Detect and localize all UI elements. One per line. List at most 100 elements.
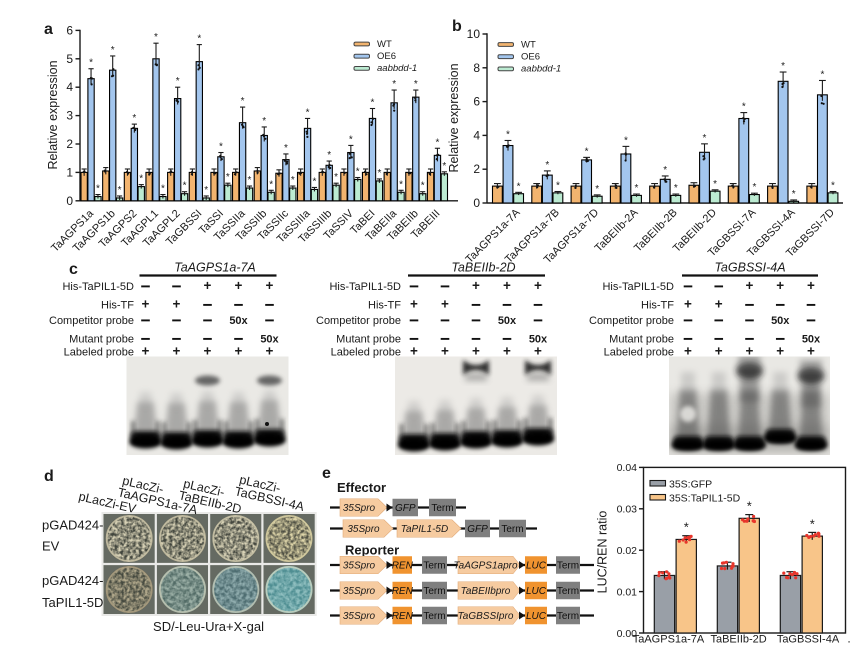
svg-text:*: * xyxy=(703,133,707,144)
svg-text:*: * xyxy=(89,58,93,69)
svg-text:+: + xyxy=(534,278,542,293)
svg-text:0: 0 xyxy=(66,194,73,208)
svg-text:TaPIL1-5D: TaPIL1-5D xyxy=(401,524,448,535)
svg-text:pGAD424-: pGAD424- xyxy=(42,518,103,533)
svg-text:+: + xyxy=(776,344,784,359)
svg-text:*: * xyxy=(392,79,396,90)
svg-text:*: * xyxy=(684,520,689,535)
svg-text:+: + xyxy=(776,278,784,293)
svg-text:*: * xyxy=(442,161,446,172)
svg-text:*: * xyxy=(752,182,756,193)
svg-text:*: * xyxy=(399,179,403,190)
svg-text:*: * xyxy=(810,516,815,531)
svg-text:35Spro: 35Spro xyxy=(343,503,376,514)
svg-text:*: * xyxy=(176,76,180,87)
svg-text:*: * xyxy=(291,175,295,186)
svg-text:50x: 50x xyxy=(498,315,517,327)
svg-text:Labeled probe: Labeled probe xyxy=(331,347,401,359)
svg-text:Term: Term xyxy=(431,503,453,514)
svg-text:35Spro: 35Spro xyxy=(343,561,376,572)
svg-text:+: + xyxy=(142,344,150,359)
svg-text:+: + xyxy=(204,278,212,293)
svg-text:50x: 50x xyxy=(260,334,279,346)
svg-text:1: 1 xyxy=(66,165,73,179)
svg-text:*: * xyxy=(595,184,599,195)
svg-text:Term: Term xyxy=(423,611,445,622)
svg-text:Term: Term xyxy=(557,611,579,622)
svg-text:+: + xyxy=(204,344,212,359)
svg-text:*: * xyxy=(183,181,187,192)
svg-text:Relative expression: Relative expression xyxy=(46,60,60,169)
svg-text:*: * xyxy=(545,160,549,171)
svg-text:2: 2 xyxy=(473,162,480,176)
svg-text:TaBEIIb-2D: TaBEIIb-2D xyxy=(451,261,515,275)
svg-text:*: * xyxy=(312,176,316,187)
svg-text:+: + xyxy=(684,344,692,359)
svg-text:His-TF: His-TF xyxy=(641,300,674,312)
svg-text:+: + xyxy=(235,278,243,293)
svg-text:Competitor probe: Competitor probe xyxy=(49,315,134,327)
svg-text:*: * xyxy=(421,181,425,192)
svg-text:*: * xyxy=(139,174,143,185)
svg-text:*: * xyxy=(306,107,310,118)
svg-text:*: * xyxy=(154,32,158,43)
svg-text:LUC: LUC xyxy=(526,561,547,572)
svg-text:EV: EV xyxy=(42,539,60,554)
svg-text:10: 10 xyxy=(467,27,481,41)
svg-text:*: * xyxy=(356,167,360,178)
svg-text:Term: Term xyxy=(557,586,579,597)
svg-text:Effector: Effector xyxy=(337,480,386,495)
svg-text:*: * xyxy=(226,172,230,183)
svg-text:+: + xyxy=(534,344,542,359)
svg-text:His-TaPIL1-5D: His-TaPIL1-5D xyxy=(329,281,401,293)
svg-text:5: 5 xyxy=(66,52,73,66)
svg-text:c: c xyxy=(69,261,78,278)
svg-text:Competitor probe: Competitor probe xyxy=(316,315,401,327)
svg-text:4: 4 xyxy=(473,128,480,142)
svg-text:Mutant probe: Mutant probe xyxy=(336,334,401,346)
svg-text:Term: Term xyxy=(557,561,579,572)
svg-text:Mutant probe: Mutant probe xyxy=(69,334,134,346)
svg-text:50x: 50x xyxy=(802,334,821,346)
svg-text:50x: 50x xyxy=(229,315,248,327)
svg-text:*: * xyxy=(204,185,208,196)
svg-text:0.03: 0.03 xyxy=(617,504,638,516)
svg-text:*: * xyxy=(118,185,122,196)
svg-text:LUC: LUC xyxy=(526,586,547,597)
svg-text:+: + xyxy=(807,278,815,293)
svg-text:+: + xyxy=(715,297,723,312)
svg-text:+: + xyxy=(410,344,418,359)
svg-text:*: * xyxy=(414,79,418,90)
svg-text:Term: Term xyxy=(501,524,523,535)
svg-text:REN: REN xyxy=(392,586,414,597)
svg-text:0: 0 xyxy=(473,196,480,210)
svg-text:6: 6 xyxy=(66,23,73,37)
svg-text:+: + xyxy=(746,344,754,359)
svg-text:TaPIL1-5D: TaPIL1-5D xyxy=(42,595,103,610)
svg-text:*: * xyxy=(284,143,288,154)
svg-text:*: * xyxy=(111,45,115,56)
svg-text:pGAD424-: pGAD424- xyxy=(42,573,103,588)
svg-text:*: * xyxy=(371,98,375,109)
svg-text:+: + xyxy=(684,297,692,312)
svg-text:+: + xyxy=(142,297,150,312)
svg-text:*: * xyxy=(334,172,338,183)
svg-text:TaAGPS1apro: TaAGPS1apro xyxy=(453,561,518,572)
svg-text:*: * xyxy=(820,69,824,80)
svg-text:Labeled probe: Labeled probe xyxy=(604,347,674,359)
svg-text:2: 2 xyxy=(66,137,73,151)
svg-text:6: 6 xyxy=(473,95,480,109)
svg-text:*: * xyxy=(219,142,223,153)
svg-text:50x: 50x xyxy=(771,315,790,327)
svg-text:*: * xyxy=(742,102,746,113)
svg-text:+: + xyxy=(173,297,181,312)
svg-text:*: * xyxy=(262,116,266,127)
svg-text:LUC/REN ratio: LUC/REN ratio xyxy=(596,511,610,594)
svg-text:*: * xyxy=(377,168,381,179)
svg-text:SD/-Leu-Ura+X-gal: SD/-Leu-Ura+X-gal xyxy=(153,619,264,634)
svg-text:Labeled probe: Labeled probe xyxy=(64,347,134,359)
svg-text:+: + xyxy=(235,344,243,359)
svg-text:*: * xyxy=(624,135,628,146)
svg-text:+: + xyxy=(472,344,480,359)
svg-text:+: + xyxy=(266,278,274,293)
